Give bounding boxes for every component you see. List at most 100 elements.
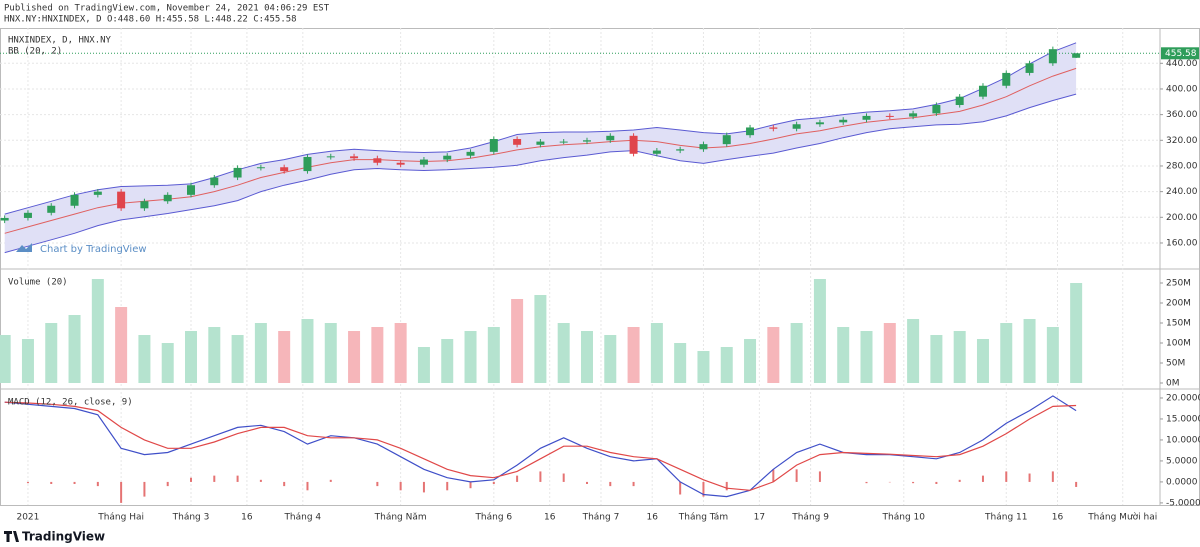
- volume-bar: [976, 339, 989, 383]
- candle-body: [536, 141, 545, 145]
- volume-bar: [930, 335, 943, 383]
- volume-bar: [138, 335, 151, 383]
- x-tick-label: 16: [646, 513, 658, 523]
- candle-body: [722, 135, 731, 145]
- volume-bar: [1023, 319, 1036, 383]
- volume-bar: [534, 295, 547, 383]
- candle-body: [862, 115, 871, 120]
- bb-fill: [4, 42, 1077, 253]
- y-tick-label: 250M: [1166, 279, 1191, 289]
- candle-body: [792, 124, 801, 129]
- volume-bar: [115, 307, 128, 383]
- x-tick-label: Tháng Mười hai: [1087, 512, 1157, 523]
- candle-body: [676, 149, 685, 151]
- macd-line: [4, 395, 1077, 498]
- volume-bar: [511, 299, 524, 383]
- candle-body: [443, 155, 452, 160]
- volume-bar: [1046, 327, 1059, 383]
- volume-title: Volume (20): [8, 278, 68, 288]
- volume-bar: [953, 331, 966, 383]
- volume-bar: [907, 319, 920, 383]
- brand: TradingView: [22, 530, 105, 544]
- volume-bar: [208, 327, 221, 383]
- x-tick-label: 16: [1052, 513, 1064, 523]
- candle-body: [280, 167, 289, 172]
- y-tick-label: 15.0000: [1166, 414, 1200, 424]
- candle-body: [885, 115, 894, 117]
- y-tick-label: 200M: [1166, 299, 1191, 309]
- volume-bar: [697, 351, 710, 383]
- x-tick-label: 2021: [16, 513, 39, 523]
- candle-body: [163, 194, 172, 202]
- y-tick-label: 5.0000: [1166, 456, 1198, 466]
- candle-body: [513, 139, 522, 145]
- candle-body: [978, 85, 987, 97]
- volume-bar: [744, 339, 757, 383]
- x-tick-label: Tháng 10: [882, 513, 926, 523]
- volume-bar: [767, 327, 780, 383]
- volume-bar: [161, 343, 174, 383]
- y-tick-label: 160.00: [1166, 238, 1198, 248]
- x-tick-label: Tháng 11: [984, 513, 1027, 523]
- x-tick-label: 17: [754, 513, 765, 523]
- volume-bar: [860, 331, 873, 383]
- macd-line: [4, 401, 1077, 491]
- candle-body: [606, 135, 615, 141]
- candle-body: [955, 96, 964, 106]
- volume-bar: [348, 331, 361, 383]
- x-tick-label: 16: [241, 513, 253, 523]
- volume-bar: [278, 331, 291, 383]
- y-tick-label: 440.00: [1166, 59, 1198, 69]
- last-price-tag: 455.58: [1165, 49, 1197, 59]
- volume-bar: [1000, 323, 1013, 383]
- y-tick-label: 0M: [1166, 379, 1180, 389]
- candle-body: [629, 135, 638, 154]
- volume-bar: [674, 343, 687, 383]
- bb-upper: [4, 42, 1077, 215]
- volume-bar: [324, 323, 337, 383]
- candle-body: [70, 194, 79, 206]
- volume-bar: [557, 323, 570, 383]
- candle-body: [117, 191, 126, 209]
- candle-body: [489, 139, 498, 152]
- candle-body: [815, 122, 824, 125]
- candle-body: [373, 158, 382, 163]
- volume-bar: [464, 331, 477, 383]
- candle-body: [746, 127, 755, 136]
- volume-bar: [371, 327, 384, 383]
- watermark: Chart by TradingView: [40, 244, 147, 255]
- volume-bar: [604, 335, 617, 383]
- y-tick-label: 50M: [1166, 359, 1185, 369]
- volume-bar: [650, 323, 663, 383]
- bb-lower: [4, 93, 1077, 254]
- volume-bar: [813, 279, 826, 383]
- candle-body: [350, 156, 359, 159]
- volume-bar: [0, 335, 11, 383]
- y-tick-label: 400.00: [1166, 84, 1198, 94]
- candle-body: [396, 162, 405, 165]
- volume-bar: [254, 323, 267, 383]
- candle-body: [233, 167, 242, 178]
- volume-bar: [301, 319, 314, 383]
- volume-bar: [790, 323, 803, 383]
- candle-body: [419, 159, 428, 165]
- candle-body: [47, 205, 56, 213]
- indicator-title: BB (20, 2): [8, 47, 62, 57]
- candle-body: [1072, 53, 1081, 58]
- volume-bar: [185, 331, 198, 383]
- y-tick-label: 240.00: [1166, 187, 1198, 197]
- x-tick-label: Tháng 9: [791, 513, 829, 523]
- candle-body: [0, 217, 9, 221]
- candle-body: [1002, 72, 1011, 86]
- x-tick-label: Tháng 3: [172, 513, 210, 523]
- y-tick-label: 360.00: [1166, 110, 1198, 120]
- candle-body: [839, 119, 848, 123]
- y-tick-label: -5.0000: [1166, 498, 1200, 508]
- candle-body: [466, 151, 475, 156]
- published: Published on TradingView.com, November 2…: [4, 4, 330, 14]
- candle-body: [303, 156, 312, 172]
- candle-body: [187, 185, 196, 195]
- candle-body: [582, 140, 591, 142]
- volume-bar: [441, 339, 454, 383]
- x-tick-label: Tháng 6: [474, 513, 512, 523]
